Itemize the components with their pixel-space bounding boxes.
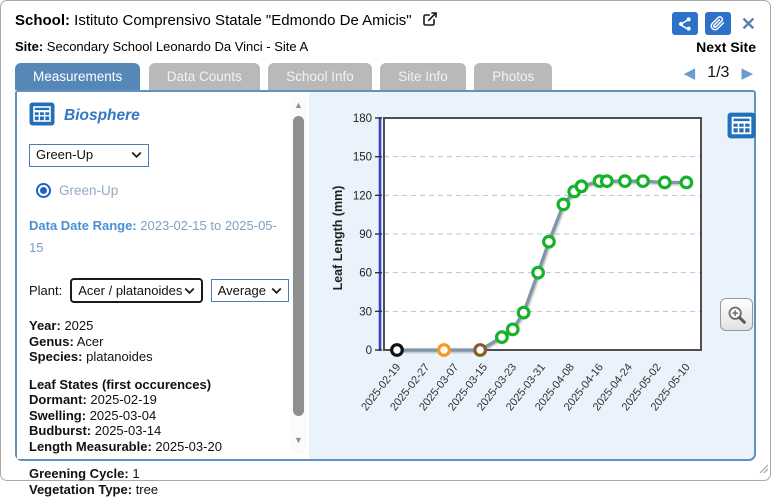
external-link-icon[interactable]: [422, 11, 438, 35]
scroll-up-arrow-icon[interactable]: ▲: [291, 99, 306, 111]
magnifier-plus-icon: [726, 304, 748, 326]
tab-data-counts[interactable]: Data Counts: [149, 63, 260, 90]
site-line: Site: Secondary School Leonardo Da Vinci…: [15, 37, 758, 57]
school-name: Istituto Comprensivo Statale "Edmondo De…: [74, 12, 411, 29]
scrollbar-thumb[interactable]: [293, 116, 304, 416]
leaf-state-length-measurable: Length Measurable: 2025-03-20: [29, 439, 289, 455]
close-icon[interactable]: ✕: [741, 15, 756, 33]
next-site-arrow-icon[interactable]: ▶: [741, 64, 753, 82]
site-name: Secondary School Leonardo Da Vinci - Sit…: [47, 39, 308, 54]
plant-select[interactable]: Acer / platanoides: [70, 278, 203, 303]
greenup-radio-label: Green-Up: [59, 183, 118, 199]
aggregate-select-value: Average: [218, 283, 266, 299]
detail-year: Year: 2025: [29, 318, 289, 334]
y-tick-label: 30: [359, 306, 372, 318]
next-site-label: Next Site: [696, 39, 756, 55]
chart-data-point[interactable]: [602, 176, 613, 187]
vegetation-type: Vegetation Type: tree: [29, 482, 289, 497]
plant-label: Plant:: [29, 283, 62, 299]
chart-data-point[interactable]: [439, 345, 450, 356]
y-tick-label: 150: [353, 152, 372, 164]
prev-site-arrow-icon[interactable]: ◀: [684, 64, 696, 82]
chart-zoom-button[interactable]: [720, 298, 753, 331]
chevron-down-icon: [184, 287, 195, 295]
greening-cycle: Greening Cycle: 1: [29, 466, 289, 482]
y-tick-label: 0: [366, 345, 372, 357]
detail-species: Species: platanoides: [29, 349, 289, 365]
site-pager: ◀ 1/3 ▶: [684, 64, 753, 82]
chart-data-point[interactable]: [558, 199, 569, 210]
leaf-length-chart: Leaf Length (mm) 03060901201501802025-02…: [316, 111, 716, 443]
detail-genus: Genus: Acer: [29, 334, 289, 350]
chart-data-point[interactable]: [681, 177, 692, 188]
aggregate-select[interactable]: Average: [211, 279, 289, 302]
scroll-down-arrow-icon[interactable]: ▼: [291, 434, 306, 446]
site-label: Site:: [15, 39, 43, 54]
y-tick-label: 180: [353, 113, 372, 125]
tab-site-info[interactable]: Site Info: [380, 63, 466, 90]
y-tick-label: 90: [359, 229, 372, 241]
chart-data-point[interactable]: [544, 236, 555, 247]
biosphere-header: Biosphere: [29, 102, 289, 130]
tab-school-info[interactable]: School Info: [268, 63, 372, 90]
school-line: School: Istituto Comprensivo Statale "Ed…: [15, 9, 758, 35]
table-icon: [29, 102, 55, 130]
paperclip-button[interactable]: [705, 12, 731, 35]
leaf-states: Leaf States (first occurences) Dormant: …: [29, 377, 289, 455]
date-range-label: Data Date Range:: [29, 218, 137, 233]
measurements-panel: Biosphere Green-Up Green-Up Data Date Ra…: [15, 90, 756, 461]
tab-bar: Measurements Data Counts School Info Sit…: [15, 63, 756, 90]
biosphere-title: Biosphere: [64, 108, 140, 124]
chart-data-point[interactable]: [533, 267, 544, 278]
tab-photos[interactable]: Photos: [474, 63, 552, 90]
header: School: Istituto Comprensivo Statale "Ed…: [15, 9, 758, 61]
leaf-states-heading: Leaf States (first occurences): [29, 377, 289, 393]
tab-measurements[interactable]: Measurements: [15, 63, 140, 90]
chevron-down-icon: [131, 151, 142, 159]
school-data-widget: School: Istituto Comprensivo Statale "Ed…: [0, 0, 771, 481]
chart-data-point[interactable]: [392, 345, 403, 356]
share-button[interactable]: [672, 12, 698, 35]
page-indicator: 1/3: [707, 64, 729, 82]
greenup-radio[interactable]: [36, 183, 51, 198]
chart-data-point[interactable]: [659, 177, 670, 188]
greenup-radio-row: Green-Up: [36, 183, 289, 199]
chevron-down-icon: [271, 287, 282, 295]
leaf-state-dormant: Dormant: 2025-02-19: [29, 392, 289, 408]
protocol-select[interactable]: Green-Up: [29, 144, 149, 167]
y-tick-label: 120: [353, 190, 372, 202]
chart-data-point[interactable]: [518, 307, 529, 318]
y-axis-label: Leaf Length (mm): [331, 186, 345, 291]
protocol-select-value: Green-Up: [36, 147, 93, 163]
leaf-state-swelling: Swelling: 2025-03-04: [29, 408, 289, 424]
chart-data-point[interactable]: [497, 332, 508, 343]
chart-data-point[interactable]: [576, 181, 587, 192]
school-label: School:: [15, 12, 70, 29]
chart-data-point[interactable]: [507, 324, 518, 335]
sidebar: Biosphere Green-Up Green-Up Data Date Ra…: [17, 92, 309, 459]
chart-data-point[interactable]: [638, 176, 649, 187]
plant-select-value: Acer / platanoides: [78, 283, 182, 299]
plant-row: Plant: Acer / platanoides Average: [29, 278, 289, 303]
y-tick-label: 60: [359, 268, 372, 280]
chart-data-point[interactable]: [620, 176, 631, 187]
header-actions: ✕: [672, 12, 756, 35]
data-table-button[interactable]: [727, 112, 756, 144]
plant-details: Year: 2025 Genus: Acer Species: platanoi…: [29, 318, 289, 365]
resize-handle[interactable]: [758, 460, 768, 478]
chart-data-point[interactable]: [475, 345, 486, 356]
leaf-state-budburst: Budburst: 2025-03-14: [29, 423, 289, 439]
sidebar-content: Biosphere Green-Up Green-Up Data Date Ra…: [29, 102, 289, 497]
data-date-range: Data Date Range: 2023-02-15 to 2025-05-1…: [29, 215, 281, 259]
sidebar-scrollbar[interactable]: ▲ ▼: [291, 97, 306, 454]
cycle-summary: Greening Cycle: 1 Vegetation Type: tree: [29, 466, 289, 497]
